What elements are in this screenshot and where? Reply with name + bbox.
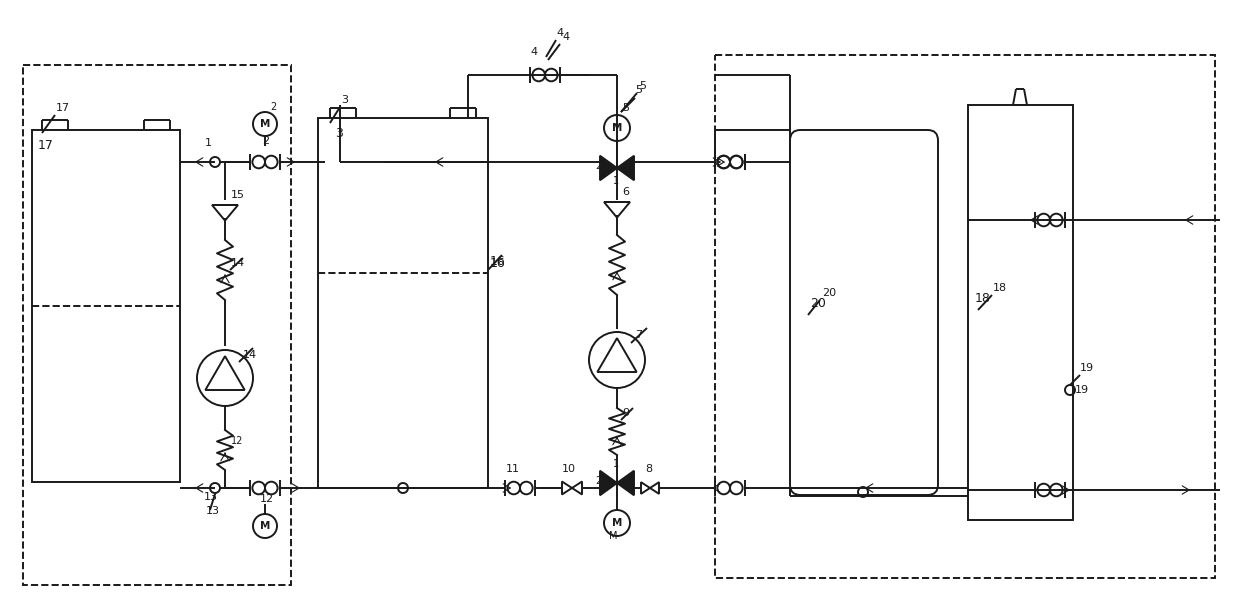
Text: 5: 5 [639,81,646,91]
Text: 10: 10 [562,464,577,474]
Text: 11: 11 [506,464,520,474]
Text: 3: 3 [627,161,634,171]
Text: 6: 6 [622,187,629,197]
Text: 17: 17 [38,139,53,152]
Polygon shape [600,471,618,495]
Polygon shape [618,156,634,180]
Text: 16: 16 [490,255,506,268]
Text: 14: 14 [231,258,246,268]
Text: 4: 4 [529,47,537,57]
Text: 1: 1 [205,138,212,148]
Text: 5: 5 [622,103,629,113]
Text: 3: 3 [627,476,634,486]
Polygon shape [618,471,634,495]
Text: 16: 16 [490,257,506,270]
Text: 9: 9 [622,408,629,418]
Text: 8: 8 [645,464,652,474]
Text: M: M [260,119,270,129]
Text: M: M [609,531,618,541]
Text: 4: 4 [562,32,569,42]
Text: 4: 4 [556,28,563,38]
Text: 13: 13 [205,492,218,502]
Text: 19: 19 [1080,363,1094,373]
Text: 1: 1 [613,459,619,469]
Text: 20: 20 [822,288,836,298]
Text: 2: 2 [262,136,269,146]
Text: 12: 12 [260,494,274,504]
Text: 3: 3 [335,127,343,140]
Text: 5: 5 [635,85,642,95]
Text: 3: 3 [341,95,348,105]
Text: 15: 15 [231,190,246,200]
Text: 12: 12 [231,436,243,446]
Text: 19: 19 [1075,385,1089,395]
Text: 20: 20 [810,297,826,310]
Text: M: M [611,518,622,528]
Text: 2: 2 [595,476,601,486]
Text: 2: 2 [595,161,601,171]
Text: 18: 18 [975,292,991,305]
Text: 18: 18 [993,283,1007,293]
Text: 14: 14 [243,350,257,360]
Text: M: M [611,123,622,133]
Text: 7: 7 [635,330,642,340]
Text: 1: 1 [613,176,619,186]
Text: 2: 2 [270,102,277,112]
Text: 13: 13 [206,506,219,516]
Text: 17: 17 [56,103,71,113]
Polygon shape [600,156,618,180]
Text: M: M [260,521,270,531]
